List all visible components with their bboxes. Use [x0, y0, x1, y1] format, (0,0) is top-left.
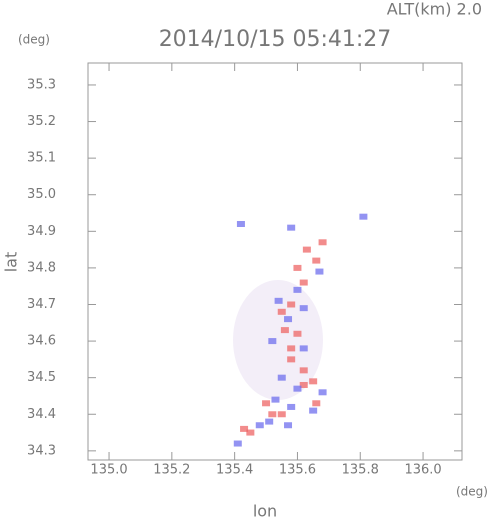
chart-title: 2014/10/15 05:41:27	[159, 27, 392, 52]
echo-point	[236, 220, 245, 227]
x-tick-label: 136.0	[404, 463, 441, 478]
y-tick-label: 35.1	[27, 151, 56, 166]
echo-point	[299, 305, 308, 312]
y-tick-label: 34.4	[27, 407, 56, 422]
x-tick-label: 135.4	[216, 463, 253, 478]
echo-point	[312, 257, 321, 264]
x-tick-label: 135.6	[279, 463, 316, 478]
y-tick-label: 34.5	[27, 370, 56, 385]
y-tick-label: 34.9	[27, 224, 56, 239]
echo-point	[277, 411, 286, 418]
echo-point	[287, 224, 296, 231]
echo-point	[309, 378, 318, 385]
y-tick-label: 34.7	[27, 297, 56, 312]
echo-point	[315, 268, 324, 275]
x-tick-label: 135.0	[90, 463, 127, 478]
echo-point	[299, 381, 308, 388]
y-tick-label: 34.8	[27, 260, 56, 275]
y-tick-label: 34.6	[27, 334, 56, 349]
y-tick-label: 34.3	[27, 443, 56, 458]
echo-point	[299, 345, 308, 352]
y-tick-label: 35.2	[27, 114, 56, 129]
y-tick-label: 35.0	[27, 187, 56, 202]
echo-point	[293, 286, 302, 293]
echo-point	[359, 213, 368, 220]
altitude-label: ALT(km) 2.0	[387, 0, 482, 19]
echo-point	[293, 385, 302, 392]
echo-point	[299, 279, 308, 286]
x-tick-label: 135.2	[153, 463, 190, 478]
echo-point	[287, 345, 296, 352]
echo-point	[287, 301, 296, 308]
y-unit: (deg)	[18, 33, 50, 47]
x-unit: (deg)	[456, 485, 488, 499]
echo-point	[299, 367, 308, 374]
echo-point	[280, 327, 289, 334]
echo-point	[277, 308, 286, 315]
echo-point	[277, 374, 286, 381]
echo-point	[274, 297, 283, 304]
echo-point	[268, 338, 277, 345]
y-axis-label: lat	[2, 252, 21, 273]
echo-point	[268, 411, 277, 418]
echo-point	[271, 396, 280, 403]
echo-point	[302, 246, 311, 253]
echo-point	[287, 403, 296, 410]
echo-point	[318, 389, 327, 396]
echo-point	[255, 422, 264, 429]
echo-point	[293, 264, 302, 271]
echo-point	[233, 440, 242, 447]
echo-point	[284, 422, 293, 429]
x-tick-label: 135.8	[342, 463, 379, 478]
plot-frame	[87, 62, 463, 461]
echo-point	[246, 429, 255, 436]
echo-point	[262, 400, 271, 407]
echo-point	[284, 316, 293, 323]
echo-point	[240, 425, 249, 432]
echo-point	[312, 400, 321, 407]
echo-point	[318, 239, 327, 246]
y-tick-label: 35.3	[27, 77, 56, 92]
echo-point	[293, 330, 302, 337]
echo-point	[287, 356, 296, 363]
echo-point	[265, 418, 274, 425]
echo-point	[309, 407, 318, 414]
x-axis-label: lon	[253, 502, 277, 521]
